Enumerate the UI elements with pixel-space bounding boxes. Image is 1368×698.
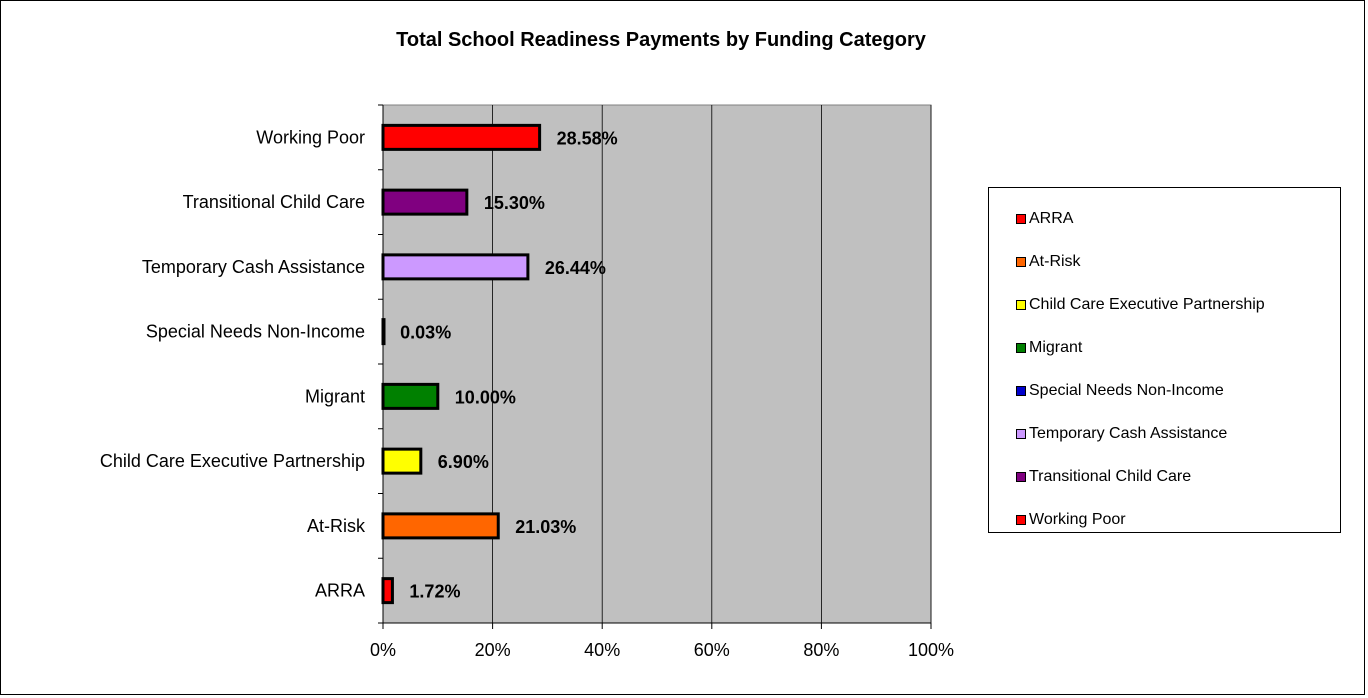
x-tick-label: 20%	[475, 640, 511, 660]
legend-swatch	[1016, 256, 1026, 267]
data-label: 0.03%	[400, 323, 451, 343]
x-tick-label: 100%	[908, 640, 954, 660]
bar	[381, 253, 530, 281]
category-label: At-Risk	[307, 516, 366, 536]
x-tick-label: 40%	[584, 640, 620, 660]
legend-label: Transitional Child Care	[1029, 467, 1192, 485]
legend-swatch	[1016, 385, 1026, 396]
x-tick-label: 80%	[803, 640, 839, 660]
legend-swatch	[1016, 213, 1026, 224]
legend-item: Working Poor	[989, 498, 1340, 541]
data-label: 21.03%	[515, 517, 576, 537]
data-label: 15.30%	[484, 193, 545, 213]
bar	[381, 577, 394, 605]
bar	[381, 123, 542, 151]
legend-swatch	[1016, 471, 1026, 482]
legend-item: Child Care Executive Partnership	[989, 283, 1340, 326]
legend-label: Special Needs Non-Income	[1029, 381, 1224, 399]
legend-label: Temporary Cash Assistance	[1029, 424, 1228, 442]
legend-item: Temporary Cash Assistance	[989, 412, 1340, 455]
legend-label: Migrant	[1029, 338, 1083, 356]
category-label: ARRA	[315, 581, 365, 601]
legend-item: Special Needs Non-Income	[989, 369, 1340, 412]
legend: ARRA At-Risk Child Care Executive Partners…	[988, 187, 1341, 533]
category-label: Working Poor	[256, 127, 365, 147]
category-label: Special Needs Non-Income	[146, 322, 365, 342]
legend-swatch	[1016, 514, 1026, 525]
chart-title: Total School Readiness Payments by Fundi…	[396, 29, 926, 51]
data-label: 10.00%	[455, 387, 516, 407]
category-label: Migrant	[305, 386, 365, 406]
legend-label: Working Poor	[1029, 510, 1126, 528]
legend-swatch	[1016, 428, 1026, 439]
legend-swatch	[1016, 342, 1026, 353]
bar	[381, 512, 500, 540]
data-label: 28.58%	[557, 128, 618, 148]
legend-label: Child Care Executive Partnership	[1029, 295, 1265, 313]
category-label: Temporary Cash Assistance	[142, 257, 365, 277]
plot-area	[382, 104, 932, 624]
data-label: 1.72%	[409, 582, 460, 602]
legend-swatch	[1016, 299, 1026, 310]
legend-label: At-Risk	[1029, 252, 1081, 270]
bar	[381, 382, 440, 410]
data-label: 26.44%	[545, 258, 606, 278]
x-tick-label: 60%	[694, 640, 730, 660]
x-tick-label: 0%	[370, 640, 396, 660]
bar	[381, 318, 386, 346]
bar	[381, 447, 423, 475]
category-label: Child Care Executive Partnership	[100, 451, 365, 471]
legend-item: ARRA	[989, 197, 1340, 240]
legend-item: At-Risk	[989, 240, 1340, 283]
legend-item: Transitional Child Care	[989, 455, 1340, 498]
legend-item: Migrant	[989, 326, 1340, 369]
legend-label: ARRA	[1029, 209, 1074, 227]
data-label: 6.90%	[438, 452, 489, 472]
category-label: Transitional Child Care	[183, 192, 365, 212]
bar	[381, 188, 469, 216]
